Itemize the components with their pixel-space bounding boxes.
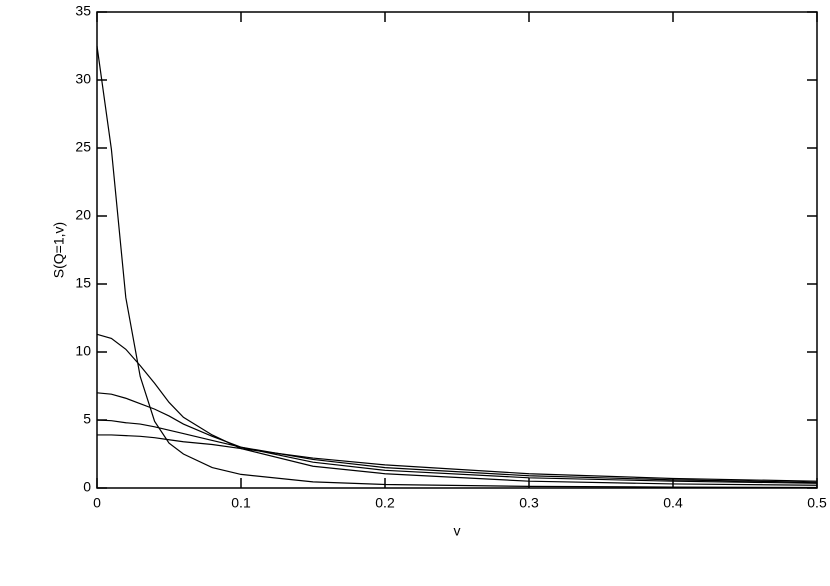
x-tick-label: 0.4 <box>663 495 683 511</box>
series-line <box>96 419 818 483</box>
series-line <box>97 434 818 482</box>
y-tick-label: 35 <box>75 3 91 19</box>
x-tick-label: 0.1 <box>231 495 251 511</box>
x-tick-label: 0.5 <box>807 495 827 511</box>
series-line <box>96 392 818 484</box>
y-tick-label: 25 <box>75 139 91 155</box>
series-line <box>96 45 818 489</box>
y-tick-label: 10 <box>75 343 91 359</box>
y-tick-label: 20 <box>75 207 91 223</box>
y-tick-label: 30 <box>75 71 91 87</box>
x-axis-label: v <box>454 523 461 539</box>
y-tick-label: 0 <box>83 479 91 495</box>
x-tick-label: 0 <box>93 495 101 511</box>
x-tick-label: 0.3 <box>519 495 539 511</box>
plot-frame <box>96 11 818 489</box>
y-tick-label: 15 <box>75 275 91 291</box>
x-tick-label: 0.2 <box>375 495 395 511</box>
series-line <box>96 333 818 486</box>
y-axis-label: S(Q=1,v) <box>51 222 67 278</box>
y-tick-label: 5 <box>83 411 91 427</box>
